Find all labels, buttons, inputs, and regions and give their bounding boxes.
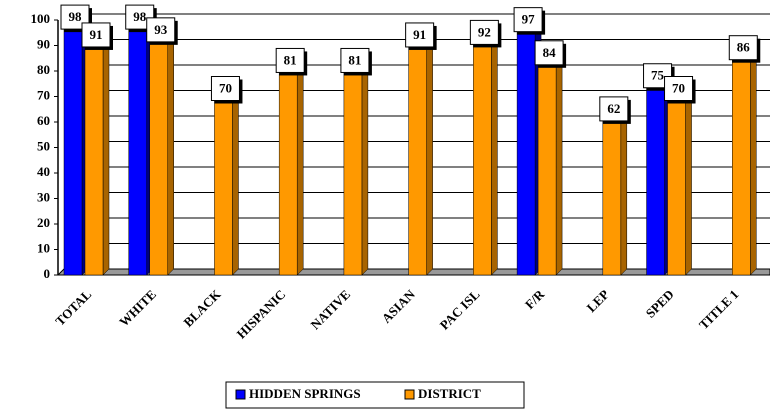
- y-tick-label: 50: [37, 138, 50, 153]
- data-label-box: [81, 22, 111, 48]
- bar-side: [167, 31, 174, 276]
- bar-side: [685, 89, 692, 276]
- data-label: 93: [154, 22, 168, 37]
- data-label: 75: [651, 68, 665, 83]
- x-tick-label: SPED: [643, 287, 677, 321]
- data-label: 98: [69, 9, 83, 24]
- data-label-box: [469, 19, 499, 45]
- bar-side: [232, 89, 239, 276]
- y-tick-label: 80: [37, 62, 50, 77]
- y-tick-label: 40: [37, 164, 50, 179]
- y-tick-label: 70: [37, 87, 50, 102]
- data-label: 70: [219, 80, 232, 95]
- data-label-box: [599, 96, 629, 122]
- legend-box: [225, 381, 525, 409]
- bar: [214, 96, 233, 276]
- bar: [63, 24, 83, 276]
- bar: [128, 24, 147, 276]
- x-tick-label: PAC ISL: [437, 286, 483, 332]
- data-label: 91: [413, 27, 426, 42]
- x-tick-label: HISPANIC: [234, 287, 289, 342]
- data-label: 70: [672, 80, 685, 95]
- data-label-box: [210, 76, 240, 101]
- x-tick-label: F/R: [522, 286, 548, 312]
- data-label-box: [534, 40, 564, 66]
- legend-label: DISTRICT: [418, 386, 481, 401]
- bar: [516, 27, 536, 276]
- data-label: 97: [522, 12, 536, 27]
- bar: [84, 42, 104, 276]
- bar-side: [102, 36, 110, 276]
- bar: [646, 83, 665, 276]
- bar: [602, 116, 622, 276]
- x-tick-label: BLACK: [180, 286, 224, 330]
- y-tick-label: 90: [37, 36, 50, 51]
- bar: [732, 55, 751, 276]
- x-tick-label: NATIVE: [307, 287, 353, 333]
- x-tick-label: LEP: [584, 287, 613, 316]
- x-tick-label: WHITE: [116, 287, 159, 330]
- bar: [278, 68, 298, 276]
- legend-swatch: [235, 389, 246, 400]
- data-label-box: [340, 47, 370, 73]
- data-label: 91: [90, 27, 103, 42]
- bar: [667, 96, 686, 276]
- y-tick-label: 60: [37, 113, 50, 128]
- data-label: 62: [607, 101, 620, 116]
- y-tick-label: 0: [44, 266, 51, 281]
- legend-label: HIDDEN SPRINGS: [249, 386, 361, 401]
- data-label-box: [405, 22, 435, 48]
- data-label-box: [728, 35, 758, 61]
- bar-side: [361, 61, 369, 276]
- bar-side: [555, 54, 563, 276]
- data-label: 84: [543, 45, 557, 60]
- data-label: 81: [348, 52, 361, 67]
- data-label: 81: [284, 52, 297, 67]
- x-tick-label: TITLE 1: [696, 287, 742, 333]
- legend-swatch: [404, 389, 415, 400]
- bar-side: [426, 36, 433, 276]
- bar-side: [620, 110, 628, 276]
- data-label-box: [275, 47, 305, 73]
- y-tick-label: 30: [37, 189, 50, 204]
- y-tick-label: 100: [31, 11, 51, 26]
- bar-side: [750, 49, 757, 276]
- data-label-box: [664, 76, 694, 101]
- bar-side: [491, 33, 498, 276]
- data-label-box: [146, 17, 176, 43]
- data-label: 86: [737, 40, 751, 55]
- data-label-box: [513, 7, 543, 33]
- x-tick-label: TOTAL: [52, 286, 94, 328]
- data-label: 98: [133, 9, 147, 24]
- bar: [473, 40, 492, 276]
- bar-side: [296, 61, 304, 276]
- bar: [343, 68, 363, 276]
- x-tick-label: ASIAN: [379, 286, 419, 326]
- bar: [149, 37, 168, 276]
- y-tick-label: 20: [37, 215, 50, 230]
- bar: [408, 42, 427, 276]
- y-tick-label: 10: [37, 240, 50, 255]
- bar: [537, 60, 557, 276]
- data-label: 92: [478, 24, 491, 39]
